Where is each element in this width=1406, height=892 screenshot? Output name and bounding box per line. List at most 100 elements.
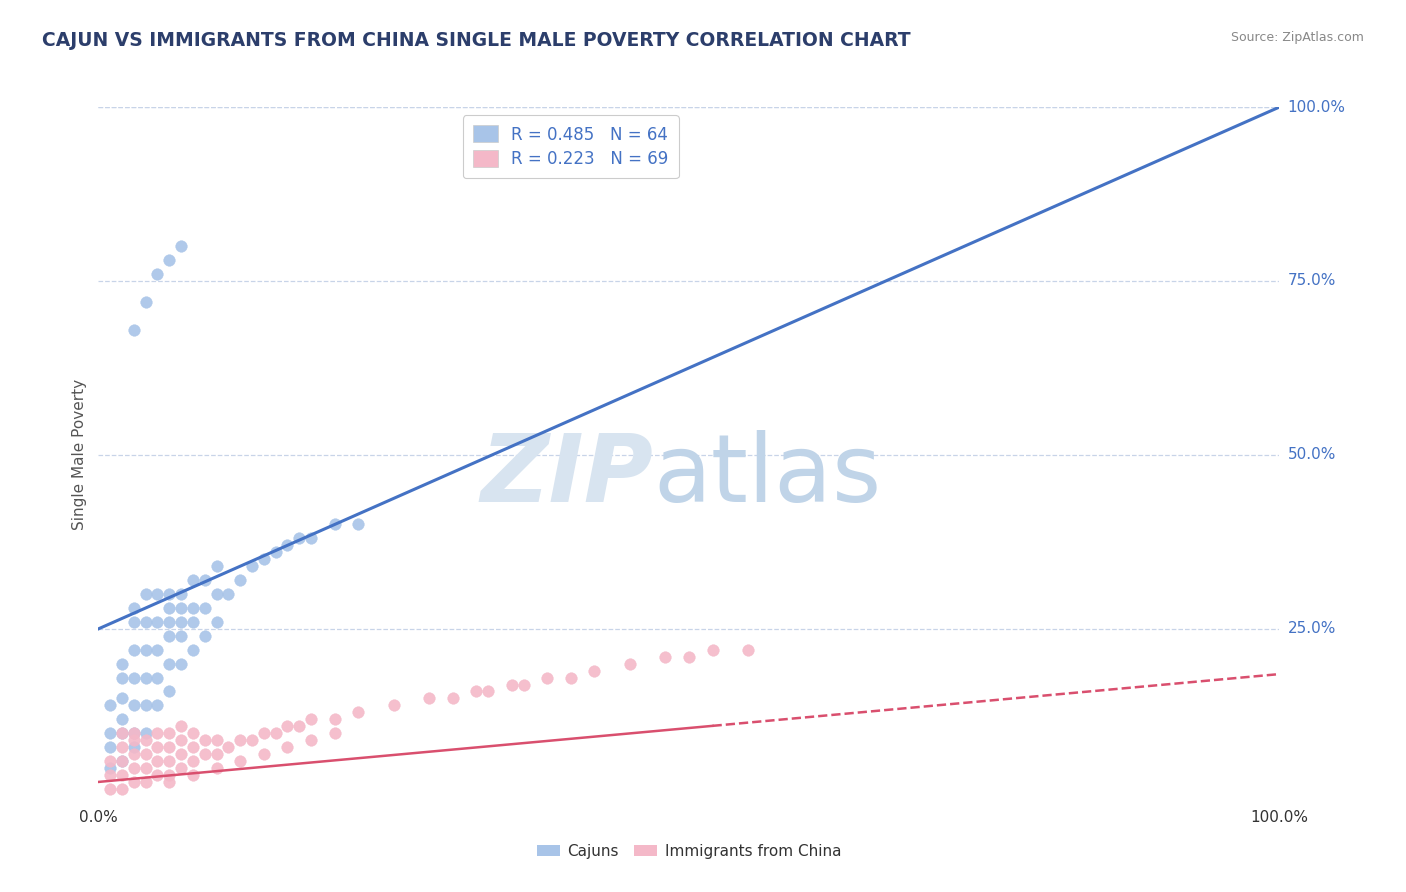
Point: [111, 781, 134, 796]
Point: [170, 733, 193, 747]
Point: [122, 671, 145, 685]
Point: [181, 615, 204, 629]
Point: [170, 629, 193, 643]
Point: [135, 698, 157, 713]
Point: [323, 517, 346, 532]
Point: [111, 740, 134, 755]
Point: [276, 538, 298, 552]
Point: [181, 754, 204, 768]
Text: 75.0%: 75.0%: [1288, 274, 1336, 288]
Point: [135, 642, 157, 657]
Point: [157, 726, 180, 740]
Point: [181, 768, 204, 782]
Point: [170, 657, 193, 671]
Point: [157, 754, 180, 768]
Point: [170, 239, 193, 253]
Point: [170, 587, 193, 601]
Text: CAJUN VS IMMIGRANTS FROM CHINA SINGLE MALE POVERTY CORRELATION CHART: CAJUN VS IMMIGRANTS FROM CHINA SINGLE MA…: [42, 31, 911, 50]
Point: [276, 740, 298, 755]
Point: [619, 657, 641, 671]
Point: [181, 740, 204, 755]
Point: [111, 657, 134, 671]
Point: [194, 733, 217, 747]
Point: [111, 768, 134, 782]
Point: [157, 601, 180, 615]
Point: [122, 601, 145, 615]
Point: [288, 719, 311, 733]
Point: [122, 642, 145, 657]
Point: [135, 294, 157, 309]
Point: [583, 664, 606, 678]
Point: [229, 733, 252, 747]
Text: Source: ZipAtlas.com: Source: ZipAtlas.com: [1230, 31, 1364, 45]
Point: [146, 726, 169, 740]
Point: [264, 545, 287, 559]
Point: [276, 719, 298, 733]
Point: [205, 615, 228, 629]
Point: [240, 559, 263, 574]
Point: [122, 323, 145, 337]
Point: [157, 629, 180, 643]
Text: 100.0%: 100.0%: [1288, 100, 1346, 114]
Point: [135, 671, 157, 685]
Point: [157, 587, 180, 601]
Point: [122, 726, 145, 740]
Point: [135, 615, 157, 629]
Point: [135, 733, 157, 747]
Point: [512, 677, 534, 691]
Point: [111, 712, 134, 726]
Point: [323, 712, 346, 726]
Point: [205, 733, 228, 747]
Point: [170, 719, 193, 733]
Point: [205, 587, 228, 601]
Point: [122, 740, 145, 755]
Point: [146, 267, 169, 281]
Point: [441, 691, 464, 706]
Point: [702, 642, 724, 657]
Point: [299, 733, 322, 747]
Point: [205, 559, 228, 574]
Point: [111, 726, 134, 740]
Point: [288, 532, 311, 546]
Point: [111, 691, 134, 706]
Point: [111, 671, 134, 685]
Point: [146, 754, 169, 768]
Point: [536, 671, 558, 685]
Point: [146, 768, 169, 782]
Point: [253, 747, 276, 761]
Point: [477, 684, 499, 698]
Y-axis label: Single Male Poverty: Single Male Poverty: [72, 379, 87, 531]
Point: [170, 615, 193, 629]
Point: [194, 629, 217, 643]
Point: [253, 552, 276, 566]
Point: [135, 726, 157, 740]
Point: [146, 587, 169, 601]
Text: 25.0%: 25.0%: [1288, 622, 1336, 636]
Text: ZIP: ZIP: [481, 430, 654, 522]
Point: [217, 740, 239, 755]
Point: [146, 615, 169, 629]
Point: [170, 601, 193, 615]
Point: [205, 761, 228, 775]
Point: [98, 740, 121, 755]
Point: [111, 754, 134, 768]
Point: [157, 657, 180, 671]
Point: [157, 253, 180, 268]
Point: [146, 698, 169, 713]
Text: atlas: atlas: [654, 430, 882, 522]
Point: [122, 726, 145, 740]
Point: [135, 761, 157, 775]
Point: [157, 740, 180, 755]
Point: [122, 747, 145, 761]
Point: [181, 601, 204, 615]
Point: [229, 573, 252, 587]
Point: [98, 768, 121, 782]
Point: [194, 573, 217, 587]
Point: [98, 754, 121, 768]
Point: [146, 671, 169, 685]
Point: [382, 698, 405, 713]
Point: [98, 698, 121, 713]
Point: [122, 761, 145, 775]
Point: [678, 649, 700, 664]
Point: [654, 649, 676, 664]
